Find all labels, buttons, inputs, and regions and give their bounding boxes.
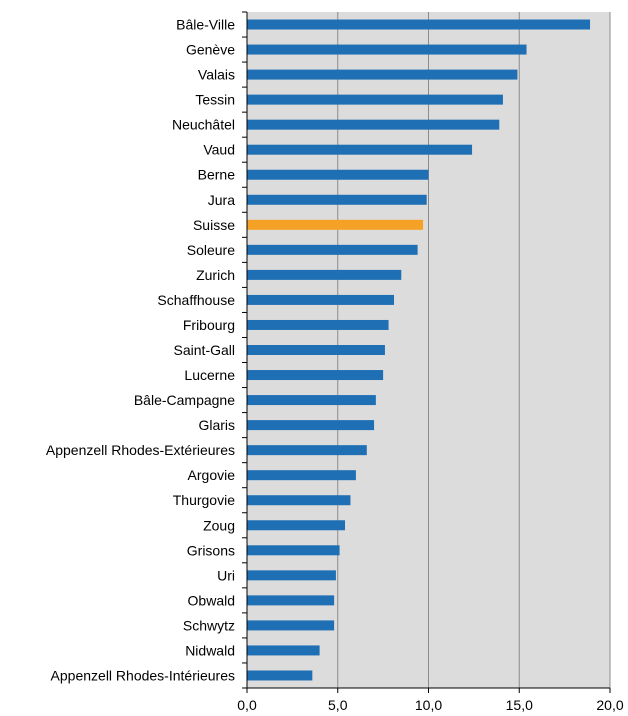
bar-thurgovie xyxy=(247,495,351,506)
category-label: Grisons xyxy=(187,542,235,558)
category-label: Appenzell Rhodes-Extérieures xyxy=(46,442,235,458)
category-label: Zurich xyxy=(196,267,235,283)
category-label: Neuchâtel xyxy=(172,117,235,133)
bar-b-le-campagne xyxy=(247,395,376,406)
category-label: Bâle-Campagne xyxy=(134,392,235,408)
bar-vaud xyxy=(247,144,473,155)
bar-schaffhouse xyxy=(247,294,395,305)
bar-appenzell-rhodes-int-rieures xyxy=(247,670,313,681)
x-tick-label: 10,0 xyxy=(415,697,442,713)
category-label: Suisse xyxy=(193,217,235,233)
category-label: Obwald xyxy=(188,592,235,608)
category-label: Jura xyxy=(208,192,235,208)
bar-appenzell-rhodes-ext-rieures xyxy=(247,445,367,456)
bar-berne xyxy=(247,169,429,180)
bar-schwytz xyxy=(247,620,335,631)
x-tick-label: 0,0 xyxy=(237,697,257,713)
category-label: Zoug xyxy=(203,517,235,533)
category-label: Thurgovie xyxy=(173,492,235,508)
category-label: Valais xyxy=(198,67,235,83)
bar-zurich xyxy=(247,269,402,280)
bar-grisons xyxy=(247,545,340,556)
x-tick-label: 15,0 xyxy=(506,697,533,713)
bar-argovie xyxy=(247,470,356,481)
x-tick-labels: 0,0 5,0 10,0 15,0 20,0 xyxy=(237,688,624,713)
bar-neuch-tel xyxy=(247,119,500,130)
bar-valais xyxy=(247,69,518,80)
category-label: Uri xyxy=(217,567,235,583)
x-tick-label: 20,0 xyxy=(596,697,623,713)
bar-jura xyxy=(247,194,427,205)
category-label: Berne xyxy=(198,167,236,183)
category-label: Genève xyxy=(186,42,235,58)
category-label: Argovie xyxy=(188,467,236,483)
bar-suisse xyxy=(247,219,424,230)
category-label: Nidwald xyxy=(185,642,235,658)
category-label: Tessin xyxy=(195,92,235,108)
bar-fribourg xyxy=(247,319,389,330)
category-label: Schaffhouse xyxy=(157,292,235,308)
category-label: Fribourg xyxy=(183,317,235,333)
bar-nidwald xyxy=(247,645,320,656)
category-label: Soleure xyxy=(187,242,235,258)
bars xyxy=(247,19,591,681)
category-label: Saint-Gall xyxy=(174,342,235,358)
bar-glaris xyxy=(247,420,375,431)
bar-uri xyxy=(247,570,336,581)
category-label: Lucerne xyxy=(184,367,235,383)
category-label: Bâle-Ville xyxy=(176,17,235,33)
bar-tessin xyxy=(247,94,503,105)
category-label: Appenzell Rhodes-Intérieures xyxy=(51,667,235,683)
category-label: Vaud xyxy=(203,142,235,158)
category-labels: Bâle-Ville Genève Valais Tessin Neuchâtel Vau… xyxy=(46,11,247,689)
bar-saint-gall xyxy=(247,345,385,355)
x-tick-label: 5,0 xyxy=(328,697,348,713)
bar-gen-ve xyxy=(247,44,527,55)
bar-b-le-ville xyxy=(247,19,591,30)
category-label: Schwytz xyxy=(183,617,235,633)
bar-soleure xyxy=(247,244,418,255)
bar-lucerne xyxy=(247,370,384,381)
bar-zoug xyxy=(247,520,346,531)
category-label: Glaris xyxy=(198,417,235,433)
bar-obwald xyxy=(247,595,335,606)
